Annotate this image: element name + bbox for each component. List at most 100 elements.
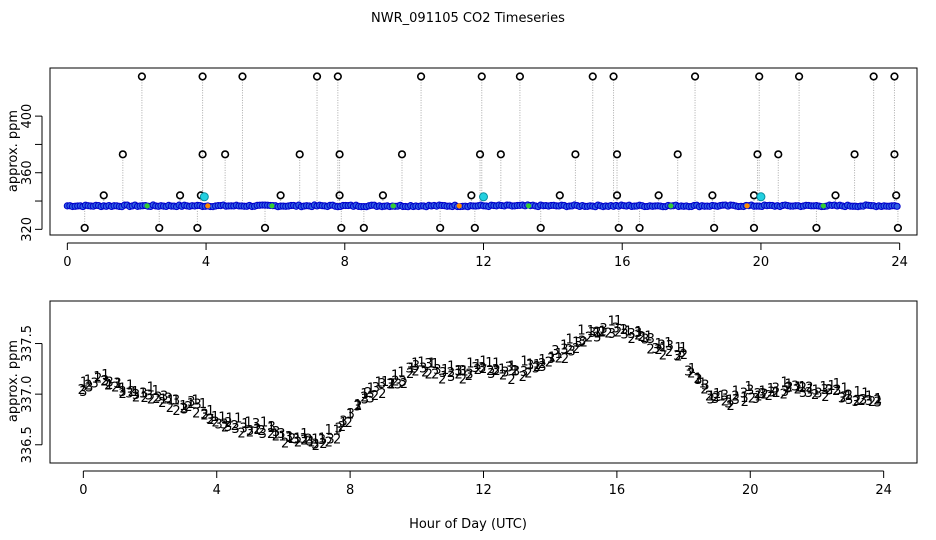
detail-point-3: 3 — [673, 349, 681, 364]
detail-point-2: 2 — [128, 385, 136, 400]
detail-point-3: 3 — [206, 413, 214, 428]
detail-point-3: 3 — [574, 336, 582, 351]
detail-point-3: 3 — [386, 377, 394, 392]
detail-point-1: 1 — [479, 355, 487, 370]
raw-flag-point — [199, 192, 209, 202]
detail-point-3: 3 — [272, 425, 280, 440]
detail-point-2: 2 — [212, 415, 220, 430]
raw-spike-373-point — [295, 150, 304, 159]
detail-point-1: 1 — [639, 331, 647, 346]
raw-spike-344-point — [749, 191, 759, 200]
detail-point-1: 1 — [80, 376, 88, 391]
detail-point-2: 2 — [387, 377, 395, 392]
detail-point-1: 1 — [806, 382, 814, 397]
detail-point-3: 3 — [454, 364, 462, 379]
detail-y-tick-label: 336.5 — [20, 426, 35, 463]
raw-point — [893, 202, 901, 210]
detail-point-1: 1 — [118, 382, 126, 397]
detail-point-1: 1 — [492, 356, 500, 371]
detail-point-1: 1 — [271, 427, 279, 442]
detail-y-tick-label: 337.5 — [20, 325, 35, 362]
raw-spike-373-point — [850, 150, 859, 159]
raw-y-tick-label: 360 — [20, 160, 35, 185]
detail-point-1: 1 — [152, 384, 160, 399]
detail-point-3: 3 — [706, 393, 714, 408]
detail-point-3: 3 — [678, 346, 686, 361]
raw-highlight-point — [820, 203, 826, 209]
detail-point-3: 3 — [740, 386, 748, 401]
detail-point-2: 2 — [237, 426, 245, 441]
detail-x-tick-label: 20 — [742, 483, 759, 498]
raw-spike-high-point — [515, 72, 525, 81]
detail-point-3: 3 — [620, 328, 628, 343]
detail-point-2: 2 — [479, 362, 487, 377]
raw-spike-low-point — [749, 223, 759, 233]
detail-point-1: 1 — [511, 364, 519, 379]
detail-point-1: 1 — [679, 341, 687, 356]
raw-y-tick-label: 320 — [20, 217, 35, 242]
detail-point-3: 3 — [551, 344, 559, 359]
detail-point-1: 1 — [754, 389, 762, 404]
raw-highlight-point — [456, 203, 462, 209]
detail-point-1: 1 — [587, 324, 595, 339]
detail-point-3: 3 — [505, 360, 513, 375]
detail-point-3: 3 — [224, 420, 232, 435]
detail-point-2: 2 — [465, 369, 473, 384]
detail-point-3: 3 — [318, 433, 326, 448]
detail-point-2: 2 — [272, 429, 280, 444]
detail-point-3: 3 — [347, 407, 355, 422]
raw-spike-344-point — [612, 191, 622, 200]
detail-point-2: 2 — [221, 421, 229, 436]
detail-point-3: 3 — [145, 389, 153, 404]
detail-point-3: 3 — [433, 363, 441, 378]
raw-spike-373-point — [198, 150, 207, 159]
detail-point-1: 1 — [234, 411, 242, 426]
detail-point-1: 1 — [260, 416, 268, 431]
detail-point-1: 1 — [339, 416, 347, 431]
detail-point-1: 1 — [367, 382, 375, 397]
detail-point-1: 1 — [411, 356, 419, 371]
detail-point-2: 2 — [604, 327, 612, 342]
detail-point-3: 3 — [538, 360, 546, 375]
detail-point-1: 1 — [698, 377, 706, 392]
raw-x-tick-label: 16 — [614, 255, 631, 270]
detail-point-1: 1 — [794, 380, 802, 395]
detail-point-1: 1 — [466, 357, 474, 372]
detail-point-1: 1 — [732, 384, 740, 399]
detail-point-1: 1 — [798, 380, 806, 395]
detail-point-1: 1 — [191, 394, 199, 409]
detail-point-2: 2 — [421, 366, 429, 381]
detail-point-2: 2 — [281, 437, 289, 452]
raw-spike-high-point — [609, 72, 618, 81]
raw-spike-344-point — [831, 191, 840, 200]
raw-highlight-point — [205, 203, 211, 209]
detail-point-1: 1 — [726, 393, 734, 408]
detail-point-2: 2 — [94, 371, 102, 386]
detail-point-2: 2 — [873, 394, 881, 409]
detail-point-3: 3 — [652, 342, 660, 357]
detail-point-3: 3 — [326, 432, 334, 447]
detail-point-1: 1 — [454, 365, 462, 380]
detail-point-2: 2 — [727, 399, 735, 414]
detail-point-3: 3 — [560, 343, 568, 358]
raw-spike-high-point — [588, 72, 597, 81]
raw-flag-point — [479, 192, 488, 202]
detail-point-1: 1 — [199, 397, 207, 412]
detail-point-2: 2 — [654, 343, 662, 358]
raw-spike-344-point — [335, 191, 344, 200]
detail-point-2: 2 — [811, 388, 819, 403]
detail-point-1: 1 — [577, 323, 585, 338]
detail-point-2: 2 — [780, 388, 788, 403]
detail-point-2: 2 — [206, 413, 214, 428]
detail-point-3: 3 — [160, 389, 168, 404]
raw-spike-373-point — [397, 150, 407, 159]
raw-spike-373-point — [475, 150, 485, 159]
detail-point-1: 1 — [485, 356, 493, 371]
raw-plot-frame — [49, 67, 918, 236]
detail-point-1: 1 — [126, 379, 134, 394]
detail-point-1: 1 — [211, 410, 219, 425]
detail-point-1: 1 — [397, 366, 405, 381]
detail-point-3: 3 — [240, 421, 248, 436]
detail-point-1: 1 — [759, 384, 767, 399]
detail-x-tick-label: 12 — [475, 483, 492, 498]
